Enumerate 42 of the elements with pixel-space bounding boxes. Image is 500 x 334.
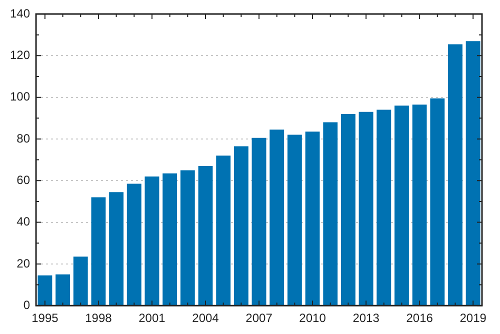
y-tick-label: 20 — [16, 256, 30, 270]
bar — [216, 156, 231, 306]
x-tick-label: 2019 — [460, 311, 487, 326]
bar — [305, 132, 320, 306]
bar — [412, 104, 427, 306]
bar — [287, 134, 302, 306]
x-tick-label: 1995 — [32, 311, 59, 326]
x-tick-label: 2001 — [138, 311, 166, 326]
x-tick-label: 2016 — [406, 311, 434, 326]
bar — [162, 173, 178, 306]
x-tick-label: 2004 — [192, 311, 220, 326]
bar — [198, 166, 213, 306]
bar — [340, 114, 356, 306]
y-tick-label: 100 — [10, 90, 30, 104]
y-tick-label: 80 — [16, 131, 30, 146]
bar — [144, 176, 160, 306]
bar — [180, 170, 195, 306]
bar — [91, 197, 106, 306]
bar — [252, 138, 266, 306]
bar — [126, 184, 142, 306]
y-tick-label: 120 — [10, 48, 30, 62]
x-tick-label: 2013 — [352, 311, 380, 326]
bar — [234, 146, 248, 306]
bar — [56, 274, 70, 306]
y-tick-label: 0 — [23, 298, 30, 312]
y-tick-label: 140 — [10, 6, 30, 20]
bar — [270, 130, 284, 306]
bar — [376, 110, 392, 306]
y-tick-label: 40 — [16, 214, 30, 229]
x-tick-label: 2010 — [299, 311, 326, 326]
bar — [448, 44, 462, 306]
bar — [323, 122, 338, 306]
bar — [394, 106, 409, 306]
bar — [38, 275, 52, 306]
x-tick-label: 1998 — [85, 311, 112, 326]
bar — [109, 192, 124, 306]
y-tick-label: 60 — [16, 172, 30, 187]
bar — [466, 41, 480, 306]
bar — [430, 98, 445, 306]
bar — [358, 112, 374, 306]
x-tick-label: 2007 — [246, 311, 273, 326]
bar — [73, 256, 88, 306]
